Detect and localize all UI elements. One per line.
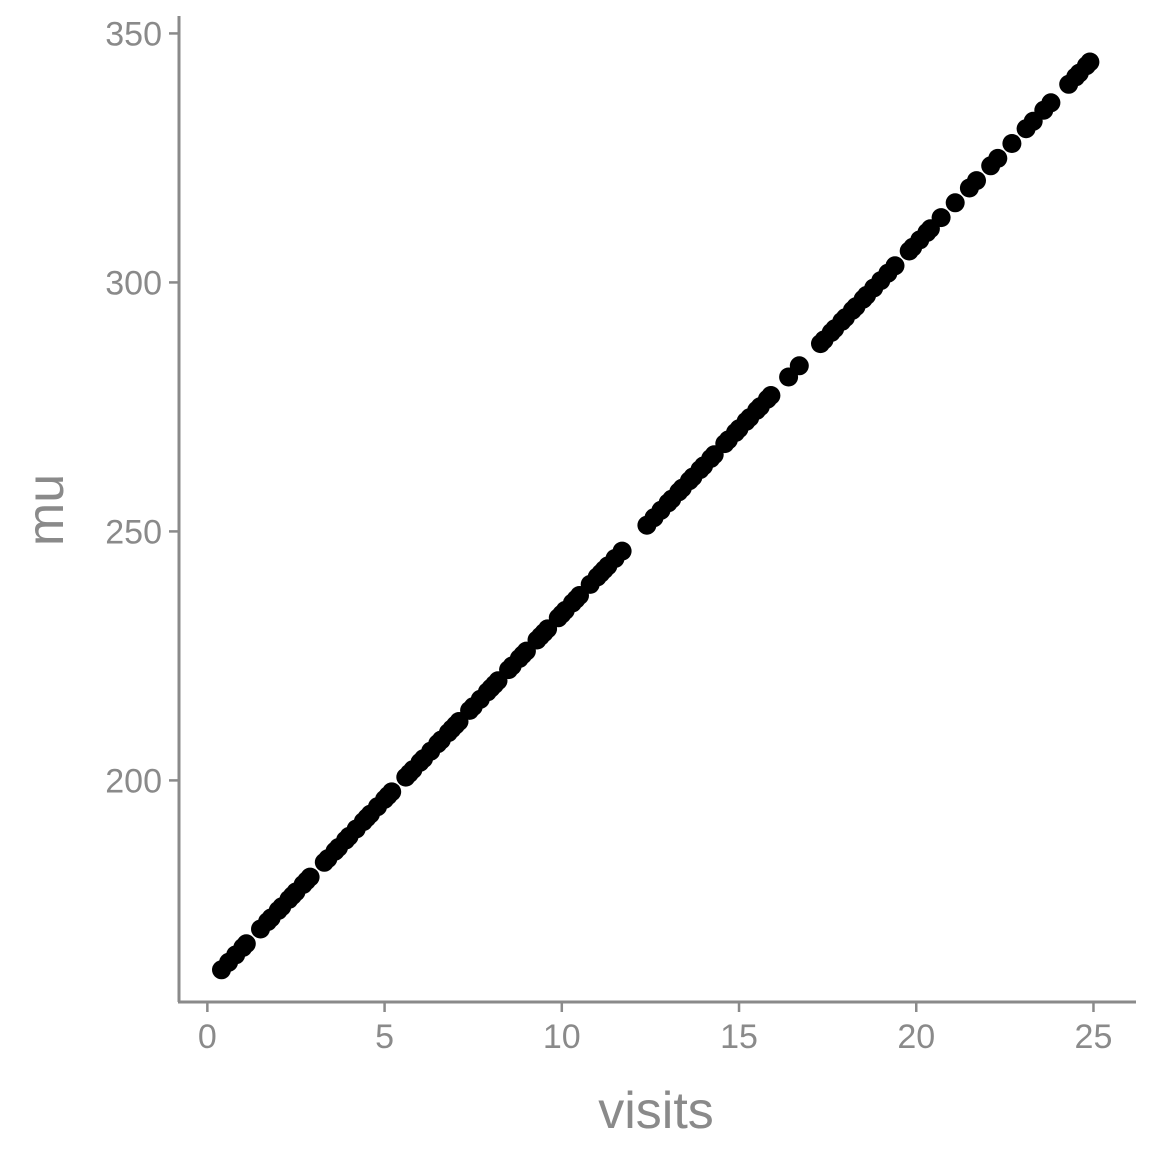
- data-points: [212, 52, 1100, 980]
- data-point: [1041, 93, 1061, 113]
- x-tick-label: 15: [720, 1018, 758, 1056]
- data-point: [612, 541, 632, 561]
- axes: [177, 16, 1136, 1004]
- data-point: [967, 171, 986, 191]
- x-tick-label: 5: [375, 1018, 394, 1056]
- data-point: [300, 867, 320, 887]
- data-point: [945, 193, 965, 213]
- data-point: [931, 208, 951, 228]
- x-tick-label: 25: [1075, 1018, 1113, 1056]
- y-axis-title: mu: [17, 474, 75, 546]
- x-tick-label: 20: [897, 1018, 935, 1056]
- x-axis-title: visits: [598, 1082, 714, 1140]
- x-tick-label: 0: [198, 1018, 217, 1056]
- y-tick-label: 200: [105, 762, 162, 800]
- y-ticks: 200 250 300 350: [105, 15, 179, 800]
- data-point: [1080, 52, 1100, 72]
- x-tick-label: 10: [543, 1018, 581, 1056]
- data-point: [1002, 134, 1022, 153]
- y-tick-label: 250: [105, 513, 162, 551]
- y-tick-label: 300: [105, 264, 162, 302]
- data-point: [761, 386, 781, 405]
- data-point: [789, 356, 809, 376]
- data-point: [885, 256, 905, 276]
- x-ticks: 0 5 10 15 20 25: [198, 1002, 1112, 1056]
- data-point: [988, 148, 1008, 168]
- data-point: [382, 782, 402, 802]
- y-tick-label: 350: [105, 15, 162, 53]
- data-point: [236, 934, 256, 954]
